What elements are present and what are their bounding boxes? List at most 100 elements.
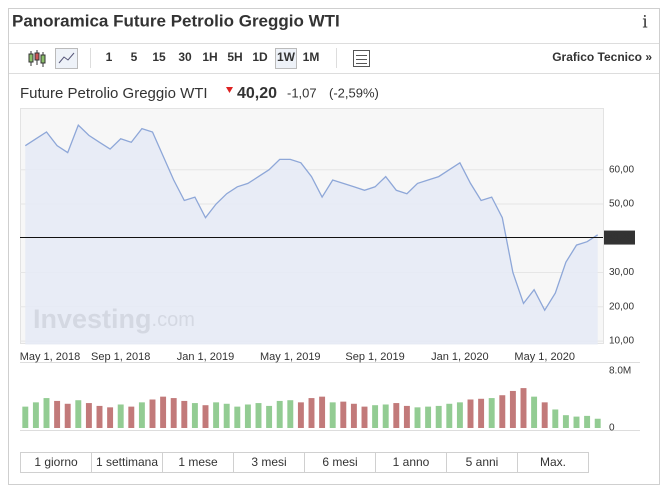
volume-bar	[340, 401, 347, 428]
interval-button[interactable]: 1D	[252, 50, 268, 64]
last-price-label: 40,20	[607, 233, 632, 244]
y-tick-label: 20,00	[609, 301, 634, 312]
volume-bar	[297, 402, 304, 428]
x-tick-label: May 1, 2018	[20, 351, 81, 363]
volume-bar	[223, 403, 230, 428]
volume-bar	[160, 396, 167, 428]
volume-bar	[138, 402, 145, 428]
interval-button[interactable]: 15	[152, 50, 166, 64]
range-label: Max.	[540, 455, 566, 469]
volume-bar	[287, 400, 294, 428]
volume-bar	[488, 398, 495, 428]
volume-bar	[75, 400, 82, 428]
volume-bar	[393, 403, 400, 428]
last-price: 40,20	[237, 85, 277, 102]
x-tick-label: Sep 1, 2018	[91, 351, 150, 363]
volume-bar	[509, 390, 516, 428]
y-tick-label: 10,00	[609, 336, 634, 347]
volume-bar	[478, 398, 485, 428]
volume-bar	[552, 409, 559, 428]
volume-bar	[213, 402, 220, 428]
volume-bar	[181, 400, 188, 428]
volume-bar	[234, 406, 241, 428]
volume-bar	[149, 399, 156, 428]
range-label: 6 mesi	[322, 455, 357, 469]
volume-bar	[499, 395, 506, 428]
volume-bar	[425, 406, 432, 428]
range-button[interactable]	[517, 452, 589, 473]
last-price-box	[604, 230, 635, 245]
volume-bar	[414, 407, 421, 428]
volume-bar	[446, 403, 453, 428]
volume-bar	[562, 415, 569, 428]
interval-button[interactable]: 30	[178, 50, 192, 64]
price-area	[25, 125, 598, 345]
selected-interval	[275, 48, 297, 69]
interval-button[interactable]: 1	[106, 50, 113, 64]
x-tick-label: Jan 1, 2020	[431, 351, 489, 363]
interval-button[interactable]: 5H	[227, 50, 242, 64]
range-label: 3 mesi	[251, 455, 286, 469]
volume-bar	[329, 402, 336, 428]
volume-bar	[435, 405, 442, 428]
volume-tick-label: 8.0M	[609, 366, 631, 377]
volume-bar	[43, 398, 50, 428]
range-label: 1 anno	[393, 455, 430, 469]
volume-bar	[319, 396, 326, 428]
y-tick-label: 60,00	[609, 164, 634, 175]
volume-bar	[202, 405, 209, 428]
price-change-percent: (-2,59%)	[329, 85, 379, 100]
volume-bar	[531, 396, 538, 428]
interval-button[interactable]: 1H	[202, 50, 217, 64]
instrument-name: Future Petrolio Greggio WTI	[20, 85, 208, 102]
x-tick-label: Jan 1, 2019	[177, 351, 235, 363]
volume-tick-label: 0	[609, 423, 615, 434]
y-tick-label: 50,00	[609, 199, 634, 210]
down-arrow	[226, 87, 233, 93]
candlestick-icon[interactable]	[28, 50, 46, 67]
info-button[interactable]: i	[642, 13, 648, 33]
range-label: 5 anni	[466, 455, 499, 469]
volume-bar	[573, 416, 580, 428]
range-label: 1 giorno	[34, 455, 78, 469]
volume-bar	[276, 400, 283, 428]
volume-bar	[403, 405, 410, 428]
widget-title: Panoramica Future Petrolio Greggio WTI	[12, 11, 340, 30]
x-tick-label: May 1, 2020	[514, 351, 575, 363]
volume-bar	[584, 415, 591, 428]
interval-button[interactable]: 1W	[277, 50, 296, 64]
volume-bar	[32, 402, 39, 428]
volume-bar	[456, 402, 463, 428]
volume-bar	[594, 418, 601, 428]
volume-bar	[266, 405, 273, 428]
volume-bar	[255, 403, 262, 428]
price-change: -1,07	[287, 85, 317, 100]
x-tick-label: Sep 1, 2019	[345, 351, 404, 363]
volume-bar	[22, 406, 29, 428]
technical-chart-link[interactable]: Grafico Tecnico »	[552, 50, 652, 64]
range-label: 1 mese	[178, 455, 218, 469]
volume-bar	[467, 399, 474, 428]
volume-bar	[96, 405, 103, 428]
range-label: 1 settimana	[96, 455, 158, 469]
volume-bar	[191, 403, 198, 428]
volume-bar	[541, 402, 548, 428]
volume-bar	[107, 407, 114, 428]
volume-bar	[244, 404, 251, 428]
volume-bar	[54, 400, 61, 428]
y-tick-label: 30,00	[609, 267, 634, 278]
volume-bar	[128, 406, 135, 428]
volume-bar	[350, 403, 357, 428]
interval-button[interactable]: 1M	[303, 50, 320, 64]
volume-bar	[382, 404, 389, 428]
volume-bar	[361, 406, 368, 428]
volume-bar	[117, 404, 124, 428]
volume-bar	[64, 403, 71, 428]
volume-bar	[170, 398, 177, 428]
volume-bar	[520, 388, 527, 428]
x-tick-label: May 1, 2019	[260, 351, 321, 363]
interval-button[interactable]: 5	[131, 50, 138, 64]
volume-bar	[85, 403, 92, 428]
table-icon[interactable]	[353, 50, 370, 67]
